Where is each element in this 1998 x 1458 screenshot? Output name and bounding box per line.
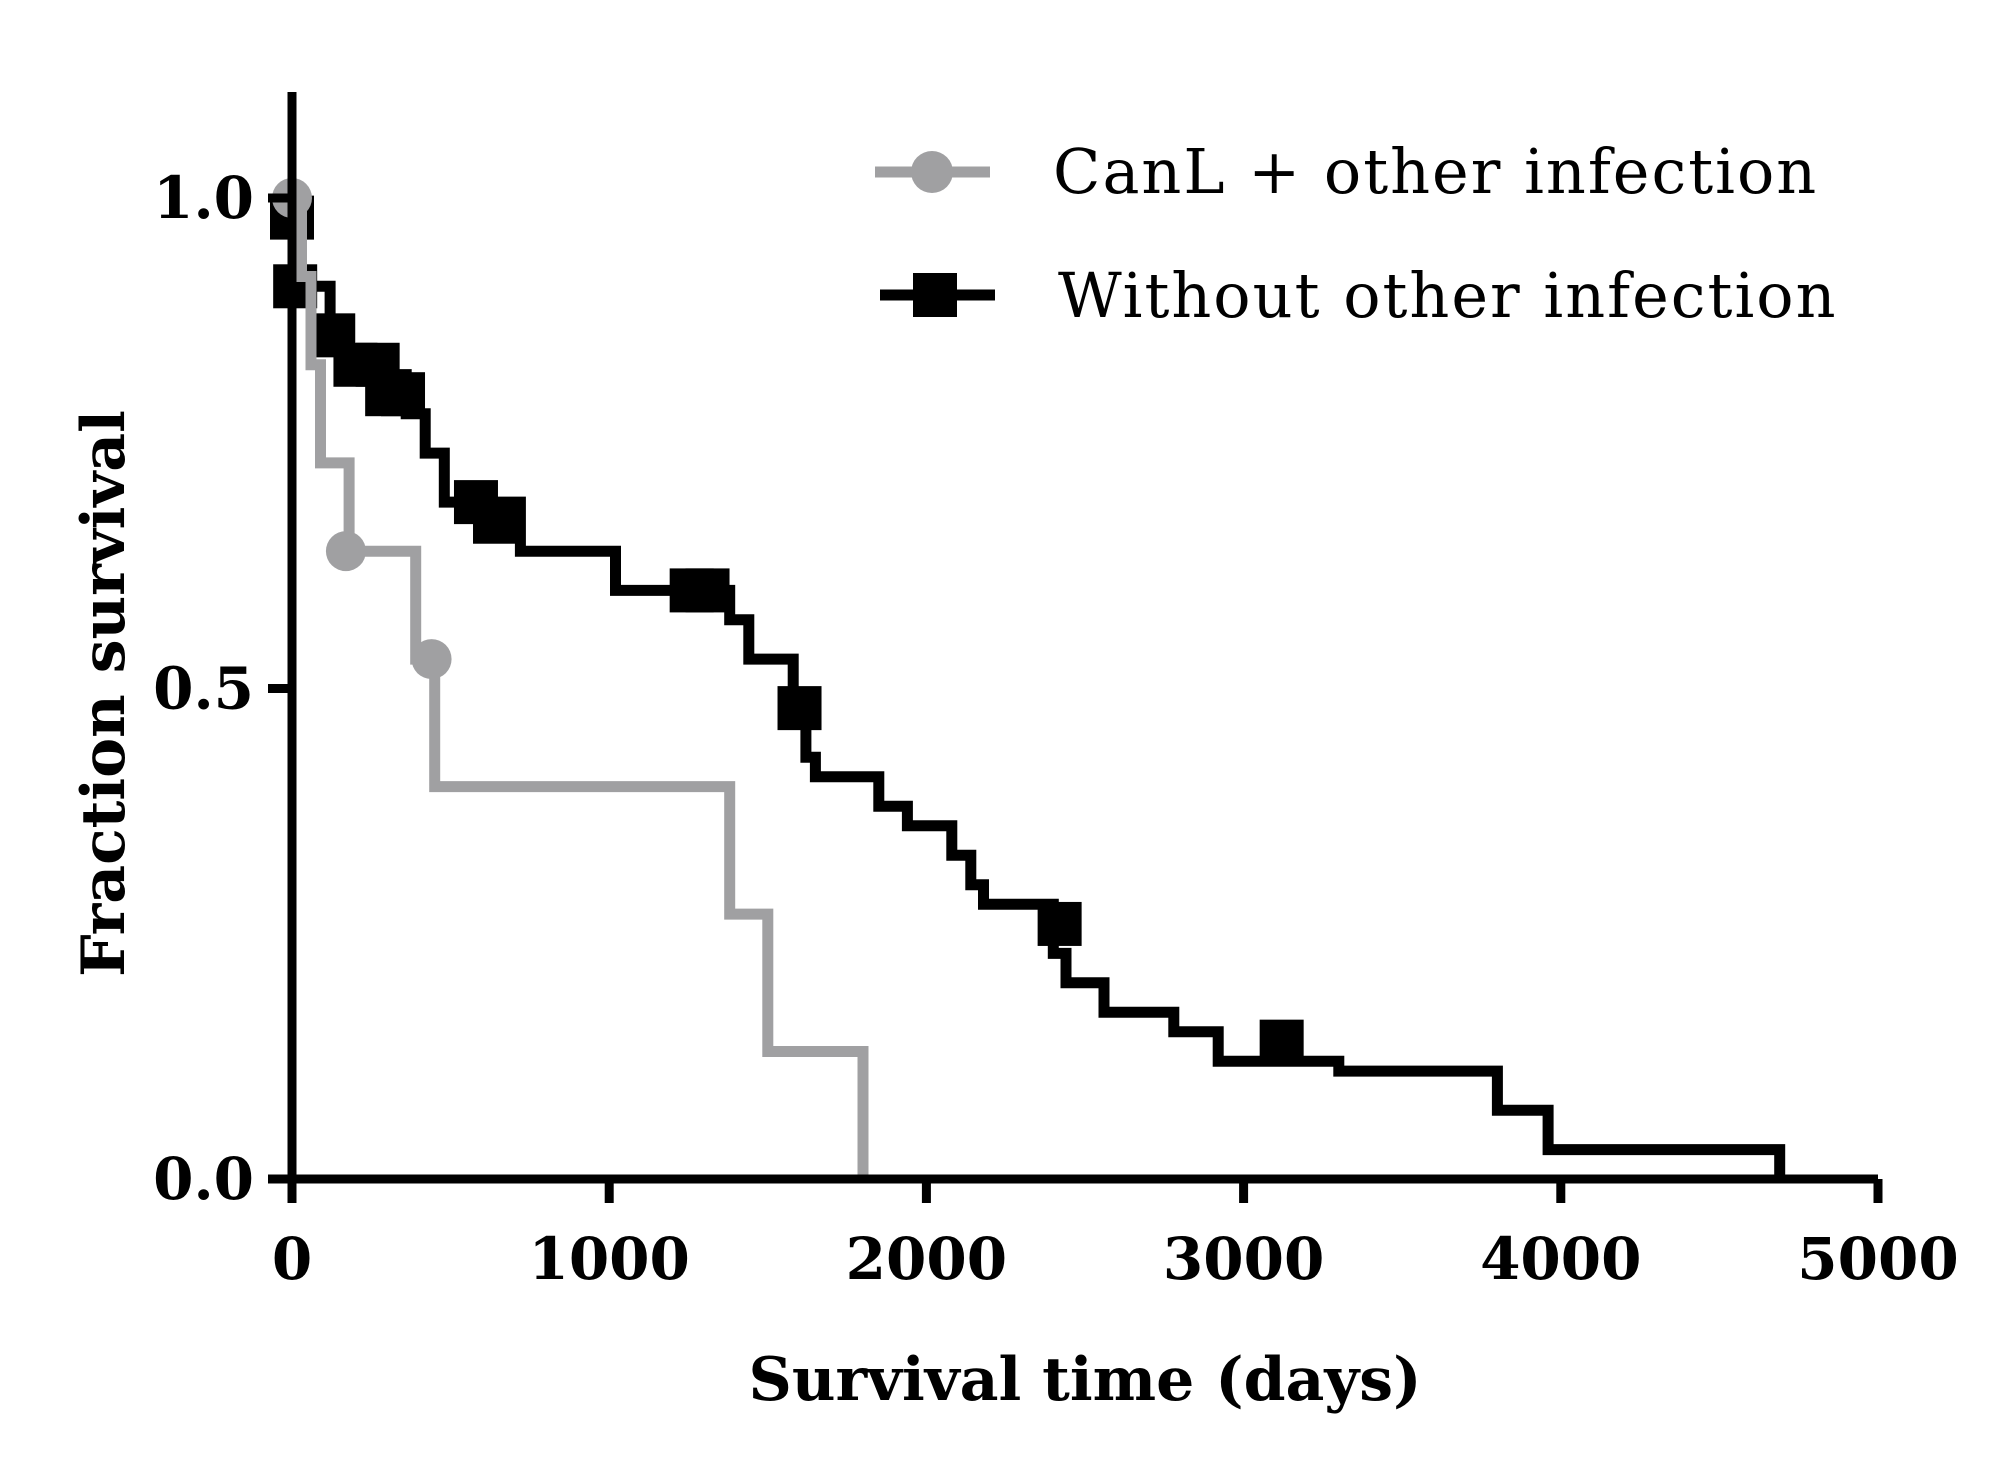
survival-step-line [289,192,1786,1179]
censored-marker [325,531,366,572]
censored-marker [1037,901,1082,946]
y-tick-label: 1.0 [153,164,254,232]
y-tick-label: 0.0 [153,1145,254,1213]
censored-marker [777,686,822,731]
y-axis-title: Fraction survival [69,410,139,977]
x-tick-label: 1000 [528,1225,689,1293]
legend-label-without: Without other infection [1058,259,1838,332]
x-axis-title: Survival time (days) [749,1345,1422,1415]
x-tick-label: 5000 [1797,1225,1958,1293]
ticks-layer: 0 1000 2000 3000 4000 5000 0.0 0.5 1.0 [153,164,1959,1293]
censored-marker [685,568,730,613]
y-tick-label: 0.5 [153,655,254,723]
x-tick-label: 2000 [846,1225,1007,1293]
legend-marker-square [913,273,957,317]
legend-label-canl: CanL + other infection [1053,135,1818,208]
x-tick-label: 4000 [1480,1225,1641,1293]
legend-item-without: Without other infection [880,259,1838,332]
censored-marker [473,499,518,544]
series-without-other-infection [270,192,1786,1179]
survival-step-line [292,192,869,1179]
x-tick-label: 0 [272,1225,312,1293]
x-tick-label: 3000 [1163,1225,1324,1293]
legend-item-canl: CanL + other infection [875,135,1818,208]
censored-marker [381,372,426,417]
censored-marker [1259,1019,1304,1064]
series-canl-other-infection [272,178,869,1179]
axes-layer [268,92,1878,1203]
censored-marker [411,639,452,680]
legend-marker-circle [911,151,953,193]
legend: CanL + other infection Without other inf… [875,135,1838,332]
